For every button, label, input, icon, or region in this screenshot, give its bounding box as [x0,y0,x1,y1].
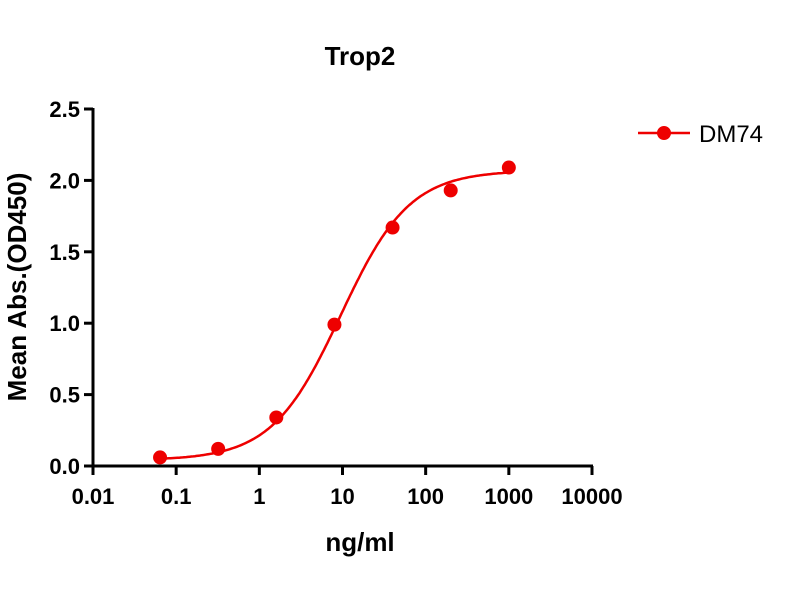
y-tick-label: 0.0 [49,454,80,479]
data-point [501,160,516,175]
x-tick-label: 0.1 [161,484,192,509]
y-tick-label: 0.5 [49,383,80,408]
x-tick-label: 10000 [561,484,622,509]
x-tick-label: 10 [330,484,354,509]
legend-marker [657,126,671,140]
data-point [153,450,168,465]
x-tick-label: 0.01 [72,484,115,509]
x-tick-label: 1 [253,484,265,509]
data-point [269,410,284,425]
y-tick-label: 2.5 [49,97,80,122]
y-axis-label: Mean Abs.(OD450) [2,173,32,402]
y-tick-label: 1.0 [49,311,80,336]
data-point [211,441,226,456]
y-tick-label: 1.5 [49,240,80,265]
fit-curve-dm74 [159,171,509,461]
data-point [385,220,400,235]
chart-title: Trop2 [325,41,396,71]
data-point [443,183,458,198]
x-tick-label: 1000 [484,484,533,509]
y-tick-label: 2.0 [49,168,80,193]
x-tick-label: 100 [407,484,444,509]
data-point [327,317,342,332]
legend-label: DM74 [699,121,763,148]
x-axis-label: ng/ml [325,527,394,557]
